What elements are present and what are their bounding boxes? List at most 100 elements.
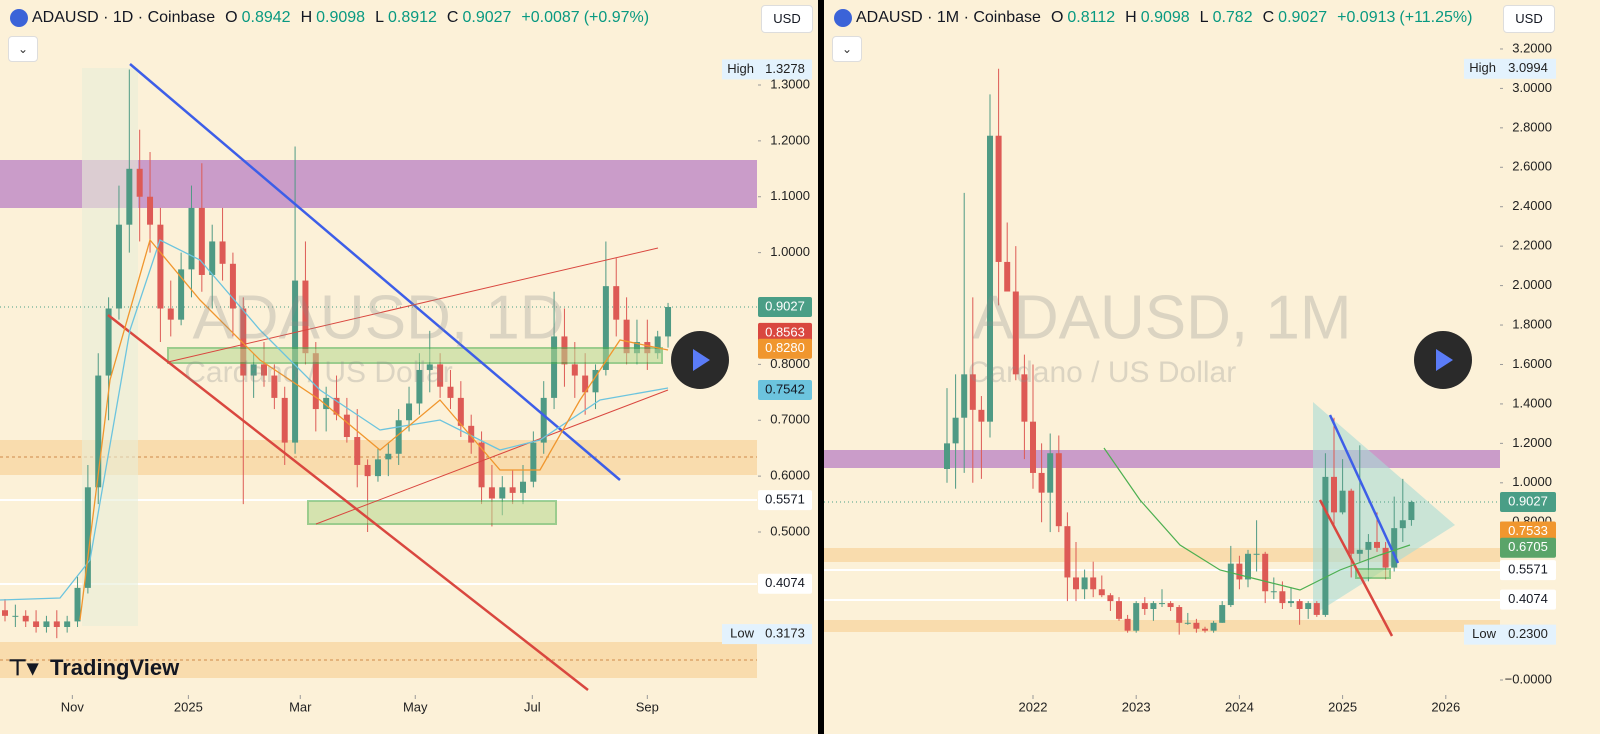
candle-body	[136, 168, 143, 197]
candle-body	[540, 397, 547, 443]
candle-body	[1253, 553, 1260, 555]
currency-button[interactable]: USD	[1503, 5, 1555, 33]
symbol-title: ADAUSD · 1D · Coinbase	[32, 9, 216, 26]
change-pct: (+0.97%)	[583, 9, 650, 26]
demand-box	[1355, 568, 1391, 579]
y-tick-label: 2.8000	[1512, 119, 1552, 134]
currency-button[interactable]: USD	[761, 5, 813, 33]
candle-body	[1399, 520, 1406, 529]
y-tick-label: 1.3000	[770, 76, 810, 91]
candle-body	[995, 135, 1002, 262]
y-tick-label: 2.2000	[1512, 238, 1552, 253]
x-tick-label: May	[403, 699, 428, 714]
extreme-value: 3.0994	[1508, 60, 1548, 75]
candle-body	[592, 369, 599, 393]
price-marker-label: 0.4074	[1508, 591, 1548, 606]
candle-body	[1270, 591, 1277, 593]
candle-body	[1073, 577, 1079, 590]
extreme-value: 0.3173	[765, 626, 805, 641]
price-marker-label: 0.8280	[765, 340, 805, 355]
price-marker-label: 0.7533	[1508, 523, 1548, 538]
candle-body	[1030, 421, 1036, 473]
candle-body	[1133, 603, 1140, 631]
watermark: ADAUSD, 1M	[973, 283, 1352, 352]
candle-body	[53, 621, 60, 627]
y-tick-label: 0.5000	[770, 523, 810, 538]
candle-body	[571, 364, 578, 376]
channel-line	[167, 247, 659, 363]
symbol-icon	[10, 9, 28, 27]
price-marker	[758, 322, 812, 343]
price-marker-label: 0.5571	[765, 492, 805, 507]
candle-body	[1382, 547, 1389, 568]
symbol-icon	[834, 9, 852, 27]
candle-body	[261, 364, 267, 376]
price-marker	[758, 296, 812, 317]
candle-body	[43, 621, 50, 627]
ohlc-value: 0.9098	[316, 9, 366, 26]
price-marker	[1500, 521, 1556, 542]
candle-body	[74, 587, 81, 622]
candle-body	[12, 615, 19, 617]
trend-line	[107, 314, 589, 691]
ohlc-key: O	[1050, 9, 1064, 26]
candle-body	[33, 621, 40, 627]
candle-body	[2, 610, 8, 616]
candle-body	[478, 442, 485, 488]
candle-body	[323, 397, 330, 410]
ohlc-value: 0.8942	[241, 9, 291, 26]
candle-body	[302, 280, 309, 354]
resistance-zone	[824, 450, 1500, 468]
price-marker	[1500, 491, 1556, 512]
candle-body	[488, 487, 495, 499]
collapse-button[interactable]: ⌄	[832, 36, 862, 62]
ohlc-key: C	[446, 9, 459, 26]
logo-mark: ⊤▾	[8, 655, 39, 680]
y-tick-label: 2.0000	[1512, 277, 1552, 292]
moving-average	[0, 239, 669, 601]
candle-body	[240, 308, 247, 376]
candle-body	[1227, 563, 1234, 606]
channel-line	[315, 389, 669, 525]
ohlc-key: C	[1262, 9, 1275, 26]
candle-body	[374, 459, 381, 477]
candle-body	[551, 336, 558, 398]
candle-body	[1202, 628, 1208, 631]
logo: TradingView	[50, 655, 180, 680]
y-tick-label: 1.0000	[770, 244, 810, 259]
change: +0.0913	[1337, 9, 1396, 26]
candle-body	[961, 374, 968, 418]
trend-line	[1328, 414, 1400, 564]
candle-body	[457, 397, 464, 426]
candle-body	[364, 464, 371, 477]
price-marker	[758, 338, 812, 359]
candle-body	[509, 487, 516, 493]
extreme-box	[1464, 624, 1556, 645]
candle-body	[944, 443, 950, 469]
candle-body	[406, 403, 413, 421]
y-tick-label: −0.0000	[1505, 671, 1552, 686]
collapse-button[interactable]: ⌄	[8, 36, 38, 62]
moving-average	[1103, 447, 1411, 591]
candle-body	[1296, 601, 1303, 610]
candle-body	[499, 487, 506, 499]
candle-body	[623, 319, 630, 354]
candle-body	[1339, 490, 1346, 513]
candle-body	[1150, 603, 1157, 610]
candle-body	[1184, 622, 1191, 624]
candle-body	[271, 375, 278, 398]
ohlc-key: H	[1125, 9, 1137, 26]
y-tick-label: 2.6000	[1512, 159, 1552, 174]
candle-body	[1288, 601, 1294, 604]
ohlc-value: 0.9027	[462, 9, 512, 26]
y-tick-label: 1.1000	[770, 188, 810, 203]
candle-body	[1116, 601, 1122, 619]
candle-body	[198, 207, 205, 275]
candle-body	[105, 308, 112, 376]
candle-body	[582, 375, 589, 393]
candle-body	[1021, 374, 1028, 422]
candle-body	[978, 409, 985, 422]
